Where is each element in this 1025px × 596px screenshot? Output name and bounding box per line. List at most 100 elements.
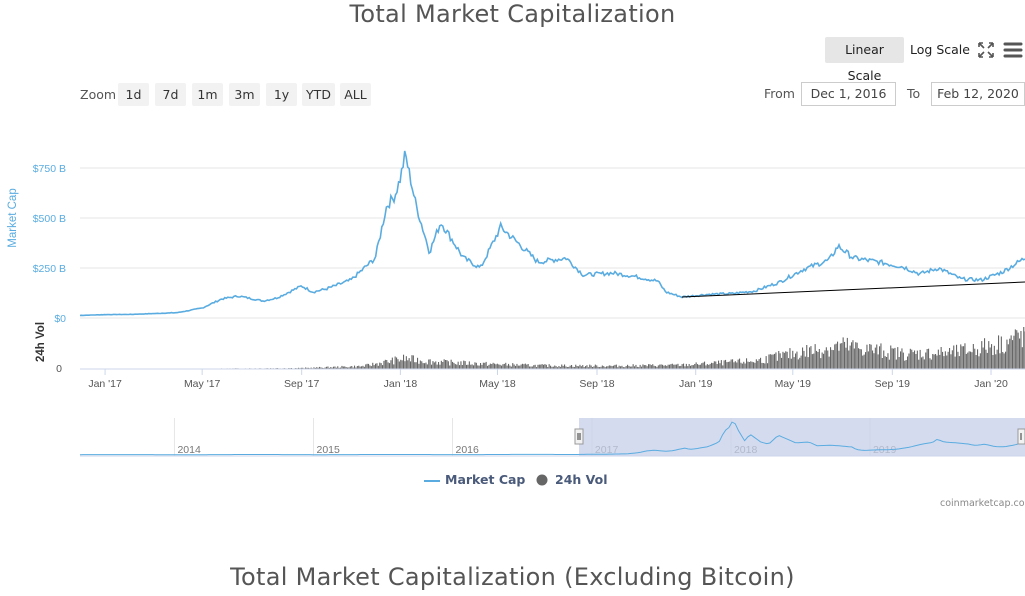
volume-bar [307,367,309,369]
volume-bar [954,356,956,369]
volume-bar [664,365,666,369]
volume-bar [579,364,581,369]
zoom-ytd-button[interactable]: YTD [302,83,335,106]
zoom-7d-button[interactable]: 7d [155,83,186,106]
credits-link[interactable]: coinmarketcap.com [940,498,1025,509]
volume-bar [769,354,771,369]
volume-bar [512,363,514,369]
volume-bar [785,351,787,369]
volume-bar [492,362,494,369]
volume-bar [958,356,960,369]
volume-bar [503,363,505,369]
volume-bar [862,355,864,369]
volume-bar [447,361,449,369]
volume-bar [999,353,1001,369]
volume-bar [951,350,953,369]
y-tick-label: $250 B [33,263,66,275]
zoom-1y-button[interactable]: 1y [266,83,297,106]
volume-bar [533,365,535,369]
volume-bar [650,365,652,369]
volume-bar [317,367,319,369]
volume-bar [978,356,980,369]
volume-bar [401,360,403,369]
volume-bar [858,348,860,369]
volume-bar [594,364,596,369]
volume-bar [762,363,764,369]
volume-bar [487,365,489,369]
zoom-all-button[interactable]: ALL [340,83,371,106]
volume-bar [467,364,469,369]
volume-bar [706,364,708,369]
y-axis-label: Market Cap [7,188,19,247]
volume-bar [811,354,813,369]
legend-market-cap[interactable]: Market Cap [445,472,526,487]
volume-bar [942,351,944,369]
volume-bar [477,365,479,369]
zoom-1d-button[interactable]: 1d [118,83,149,106]
zoom-1m-button[interactable]: 1m [192,83,223,106]
volume-bar [319,366,321,369]
volume-bar [586,365,588,369]
volume-bar [471,364,473,369]
volume-bar [396,357,398,369]
volume-bar [611,366,613,369]
volume-bar [438,362,440,369]
navigator-right-handle[interactable] [1017,428,1025,445]
volume-bar [655,366,657,369]
navigator-mask[interactable] [579,418,1025,456]
volume-bar [1016,330,1018,369]
volume-bar [904,360,906,369]
volume-bar [450,359,452,369]
volume-bar [314,367,316,369]
volume-bar [712,363,714,369]
chart-title: Total Market Capitalization [349,0,676,28]
volume-bar [417,357,419,369]
legend-volume[interactable]: 24h Vol [555,472,608,487]
volume-bar [935,354,937,369]
volume-bar [985,349,987,369]
fullscreen-icon[interactable] [976,40,996,60]
volume-bar [873,353,875,369]
linear-scale-button[interactable]: Linear Scale [825,37,904,83]
volume-bar [596,365,598,369]
volume-bar [425,362,427,369]
volume-bar [436,364,438,369]
volume-bar [359,366,361,369]
volume-bar [947,351,949,369]
volume-bar [895,359,897,369]
volume-bar [775,352,777,369]
volume-bar [915,354,917,369]
volume-bar [1000,336,1002,369]
volume-bar [641,366,643,369]
log-scale-button[interactable]: Log Scale [910,42,970,57]
volume-bar [433,362,435,369]
navigator-left-handle[interactable] [574,428,584,445]
volume-bar [998,335,1000,369]
volume-bar [957,351,959,369]
volume-bar [646,366,648,369]
volume-bar [516,363,518,369]
volume-bar [519,365,521,369]
volume-bar [891,348,893,369]
volume-bar [740,362,742,369]
volume-bar [365,364,367,369]
volume-bar [555,366,557,369]
volume-bar [305,367,307,369]
legend-volume-symbol[interactable] [536,474,548,486]
volume-bar [422,363,424,369]
volume-bar [348,367,350,369]
volume-bar [788,358,790,369]
volume-bar [979,353,981,369]
volume-bar [561,364,563,369]
volume-bar [750,361,752,369]
to-date-input[interactable]: Feb 12, 2020 [931,82,1025,106]
zoom-3m-button[interactable]: 3m [229,83,260,106]
hamburger-menu-icon[interactable] [1003,40,1023,60]
volume-bar [575,364,577,369]
from-date-input[interactable]: Dec 1, 2016 [801,82,896,106]
navigator[interactable]: 201420152016201720182019 [79,418,1025,457]
volume-bar [698,364,700,369]
volume-bar [324,367,326,369]
volume-bar [419,360,421,369]
volume-bar [426,364,428,369]
